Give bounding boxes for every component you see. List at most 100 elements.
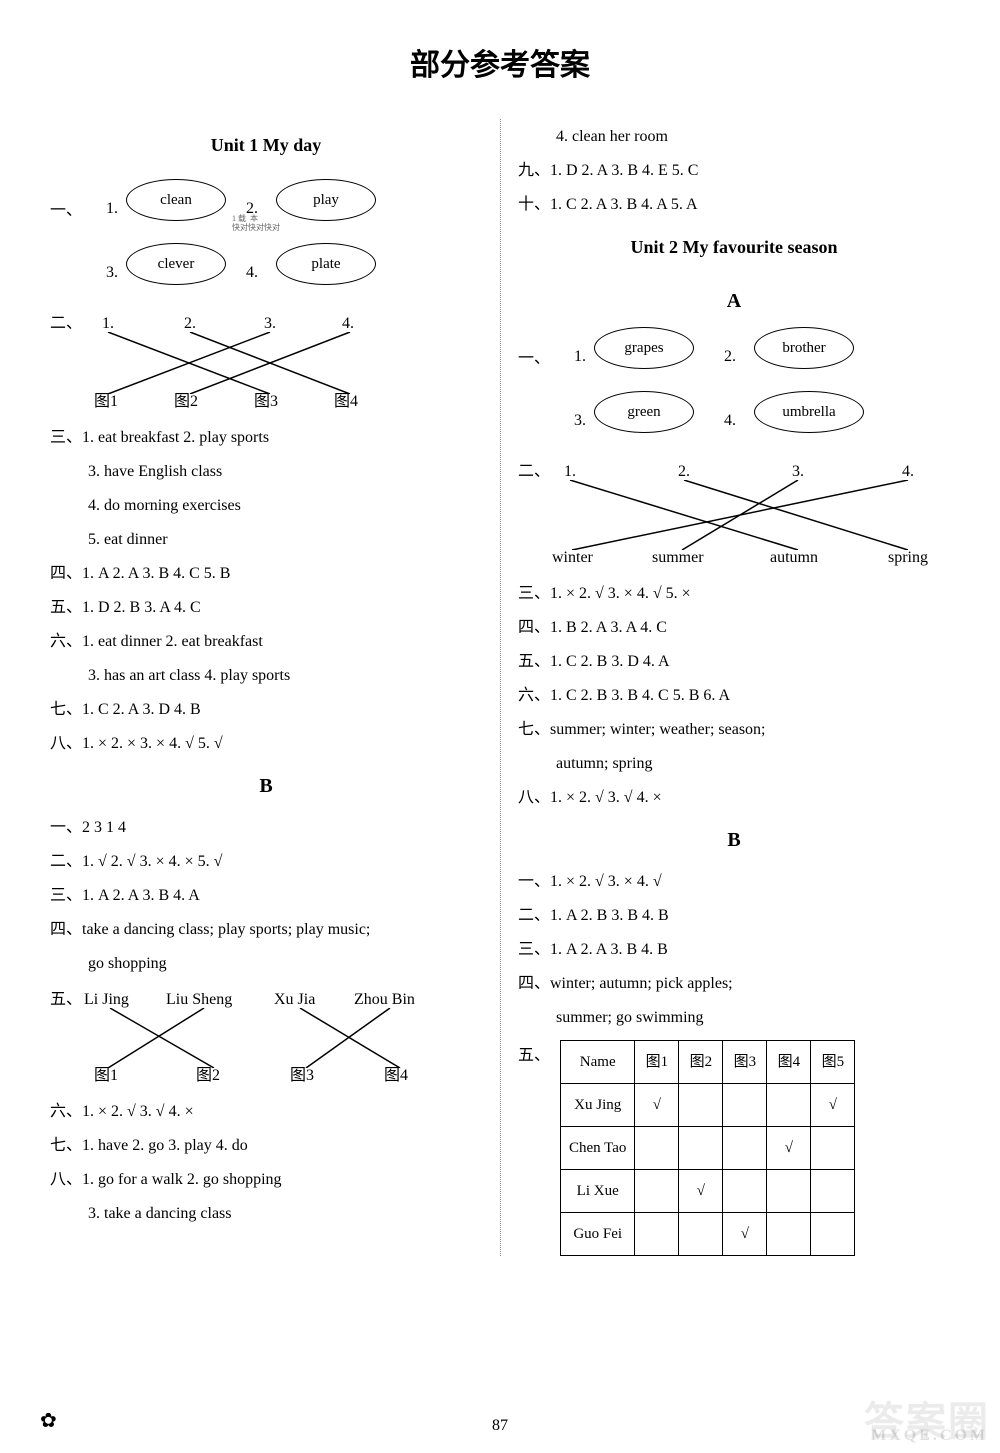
- u2A-q5: 五、1. C 2. B 3. D 4. A: [518, 646, 950, 678]
- cell: [635, 1127, 679, 1170]
- page-number: 87: [0, 1417, 1000, 1435]
- cell: [811, 1213, 855, 1256]
- u2B-b4-l1: 四、winter; autumn; pick apples;: [518, 968, 950, 1000]
- u2A-q1-o4: umbrella: [754, 391, 864, 433]
- u1-q1-n3: 3.: [106, 257, 118, 289]
- u2B-b5-prefix: 五、: [518, 1040, 554, 1072]
- u2A-q2-b1: winter: [552, 542, 593, 574]
- rt-q10: 十、1. C 2. A 3. B 4. A 5. A: [518, 189, 950, 221]
- u2B-b3: 三、1. A 2. A 3. B 4. B: [518, 934, 950, 966]
- cell: [811, 1170, 855, 1213]
- cell: Chen Tao: [561, 1127, 635, 1170]
- u1-q2-lines: [84, 332, 404, 394]
- u1-q1-wrap: 一、 1. clean 2. play 3. clever 4. plate 1…: [50, 179, 482, 304]
- th-3: 图3: [723, 1041, 767, 1084]
- u1B-b5-b1: 图1: [94, 1060, 118, 1092]
- u2A-q6: 六、1. C 2. B 3. B 4. C 5. B 6. A: [518, 680, 950, 712]
- u2B-b4-l2: summer; go swimming: [518, 1002, 950, 1034]
- u1-q3-l1: 三、1. eat breakfast 2. play sports: [50, 422, 482, 454]
- u2A-q1-n3: 3.: [574, 405, 586, 437]
- u1B-b4-l1: 四、take a dancing class; play sports; pla…: [50, 914, 482, 946]
- u1-q2-diagram: 1. 2. 3. 4. 图1 图2 图3 图4: [84, 308, 404, 418]
- table-row: Guo Fei √: [561, 1213, 855, 1256]
- u2A-q1-n4: 4.: [724, 405, 736, 437]
- u1B-b5-lines: [84, 1008, 454, 1068]
- table-row: Chen Tao √: [561, 1127, 855, 1170]
- u1-q1-n1: 1.: [106, 193, 118, 225]
- cell: √: [811, 1084, 855, 1127]
- u2A-q4: 四、1. B 2. A 3. A 4. C: [518, 612, 950, 644]
- cell: [723, 1127, 767, 1170]
- u1-q2-b1: 图1: [94, 386, 118, 418]
- u1B-b4-l2: go shopping: [50, 948, 482, 980]
- u1-B-letter: B: [50, 766, 482, 806]
- u2A-q8: 八、1. × 2. √ 3. √ 4. ×: [518, 782, 950, 814]
- th-2: 图2: [679, 1041, 723, 1084]
- u2A-q2-prefix: 二、: [518, 456, 550, 488]
- left-column: Unit 1 My day 一、 1. clean 2. play 3. cle…: [50, 119, 500, 1256]
- u1-q1-prefix: 一、: [50, 195, 82, 227]
- u1-q1-o2: play: [276, 179, 376, 221]
- page-title: 部分参考答案: [50, 40, 950, 84]
- page-container: 部分参考答案 Unit 1 My day 一、 1. clean 2. play…: [0, 0, 1000, 1453]
- u2-B-letter: B: [518, 820, 950, 860]
- rt-q9: 九、1. D 2. A 3. B 4. E 5. C: [518, 155, 950, 187]
- u1-q1-ovals: 1. clean 2. play 3. clever 4. plate 1 载 …: [86, 179, 482, 304]
- cell: [635, 1170, 679, 1213]
- u2B-b5-table: Name 图1 图2 图3 图4 图5 Xu Jing √: [560, 1040, 855, 1256]
- u1B-b8-extra: 4. clean her room: [518, 121, 950, 153]
- u2A-q1-n1: 1.: [574, 341, 586, 373]
- unit2-heading: Unit 2 My favourite season: [518, 229, 950, 265]
- u1-q2-b3: 图3: [254, 386, 278, 418]
- u2A-q1-n2: 2.: [724, 341, 736, 373]
- column-divider: [500, 119, 501, 1256]
- u1B-b7: 七、1. have 2. go 3. play 4. do: [50, 1130, 482, 1162]
- th-5: 图5: [811, 1041, 855, 1084]
- u2B-b1: 一、1. × 2. √ 3. × 4. √: [518, 866, 950, 898]
- u2A-q2-diagram: 1. 2. 3. 4. winter summer autumn spring: [552, 456, 942, 574]
- th-1: 图1: [635, 1041, 679, 1084]
- cell: [635, 1213, 679, 1256]
- cell: [723, 1084, 767, 1127]
- u2B-b5-wrap: 五、 Name 图1 图2 图3 图4 图5: [518, 1040, 950, 1256]
- u2A-q2-b4: spring: [888, 542, 928, 574]
- u2A-q3: 三、1. × 2. √ 3. × 4. √ 5. ×: [518, 578, 950, 610]
- u1-q2-wrap: 二、 1. 2. 3. 4. 图1 图2 图3 图4: [50, 308, 482, 418]
- cell: [679, 1213, 723, 1256]
- tiny-note: 1 载 本 快对快对快对: [232, 215, 280, 233]
- u1B-b3: 三、1. A 2. A 3. B 4. A: [50, 880, 482, 912]
- cell: [679, 1127, 723, 1170]
- u2A-q2-b3: autumn: [770, 542, 818, 574]
- u1-q3-l4: 5. eat dinner: [50, 524, 482, 556]
- u1-q4: 四、1. A 2. A 3. B 4. C 5. B: [50, 558, 482, 590]
- u2A-q2-b2: summer: [652, 542, 704, 574]
- u2A-q1-ovals: 1. grapes 2. brother 3. green 4. umbrell…: [554, 327, 950, 452]
- u1-q8: 八、1. × 2. × 3. × 4. √ 5. √: [50, 728, 482, 760]
- u2A-q1-o2: brother: [754, 327, 854, 369]
- u1B-b2: 二、1. √ 2. √ 3. × 4. × 5. √: [50, 846, 482, 878]
- cell: [767, 1084, 811, 1127]
- u1B-b6: 六、1. × 2. √ 3. √ 4. ×: [50, 1096, 482, 1128]
- u1B-b1: 一、2 3 1 4: [50, 812, 482, 844]
- cell: √: [767, 1127, 811, 1170]
- cell: Xu Jing: [561, 1084, 635, 1127]
- cell: [767, 1170, 811, 1213]
- table-header-row: Name 图1 图2 图3 图4 图5: [561, 1041, 855, 1084]
- u1-q3-l3: 4. do morning exercises: [50, 490, 482, 522]
- u1-q3-l2: 3. have English class: [50, 456, 482, 488]
- u1-q6-l1: 六、1. eat dinner 2. eat breakfast: [50, 626, 482, 658]
- watermark-small: MXQE.COM: [871, 1427, 988, 1445]
- cell: √: [679, 1170, 723, 1213]
- u2A-q2-lines: [552, 480, 942, 550]
- cell: [811, 1127, 855, 1170]
- u2A-q1-o1: grapes: [594, 327, 694, 369]
- u2A-q7-l2: autumn; spring: [518, 748, 950, 780]
- u1B-b8-l1: 八、1. go for a walk 2. go shopping: [50, 1164, 482, 1196]
- cell: [723, 1170, 767, 1213]
- cell: √: [723, 1213, 767, 1256]
- u2A-q1-prefix: 一、: [518, 343, 550, 375]
- u2A-q1-wrap: 一、 1. grapes 2. brother 3. green 4. umbr…: [518, 327, 950, 452]
- cell: Li Xue: [561, 1170, 635, 1213]
- u1B-b5-diagram: Li Jing Liu Sheng Xu Jia Zhou Bin 图1 图2 …: [84, 984, 454, 1092]
- u1-q2-prefix: 二、: [50, 308, 82, 340]
